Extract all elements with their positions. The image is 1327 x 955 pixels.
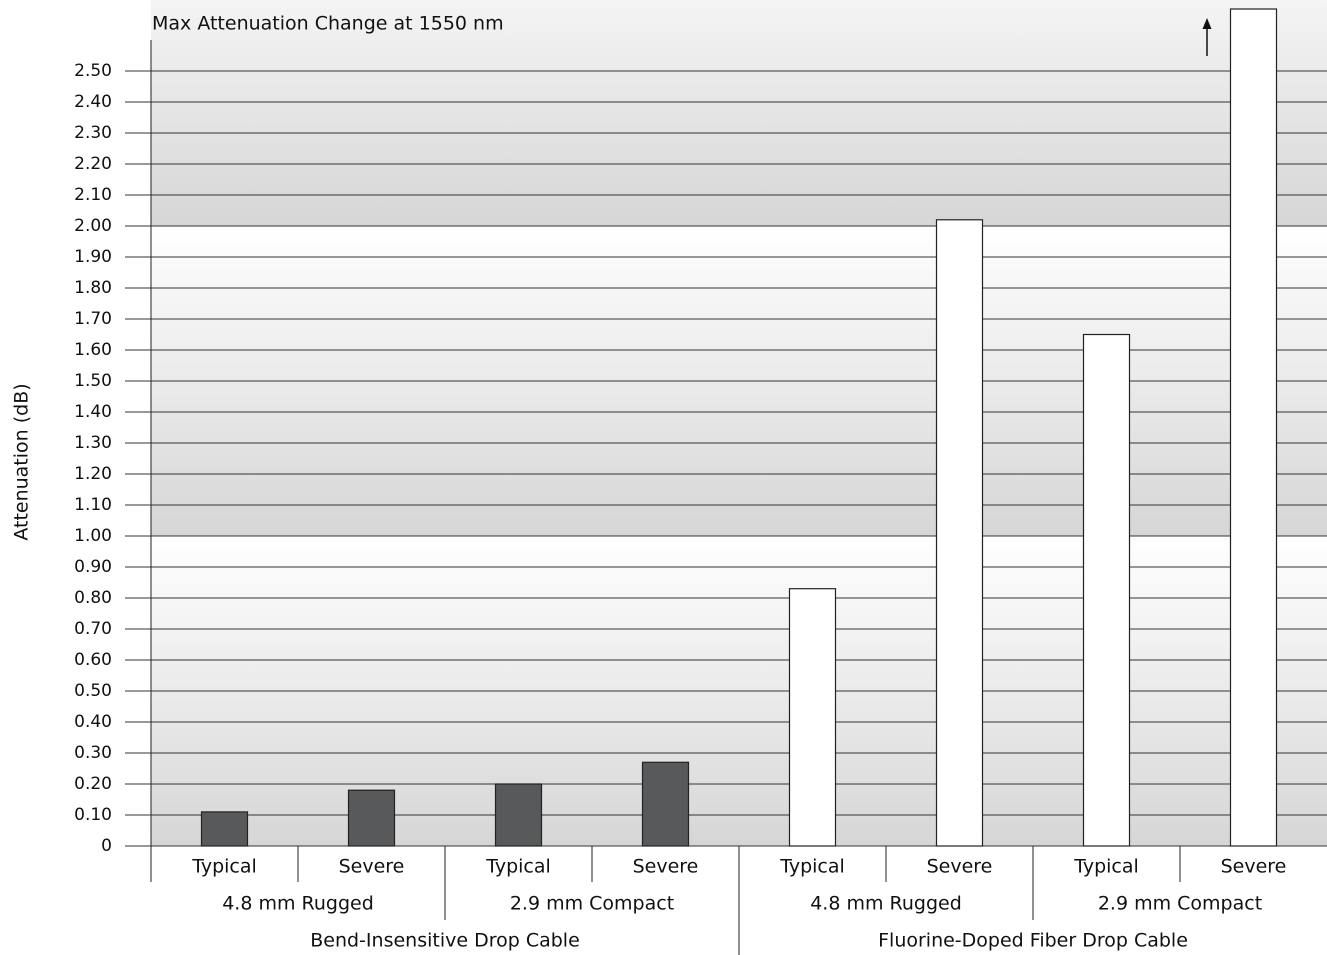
group-label: Bend-Insensitive Drop Cable <box>310 930 580 952</box>
x-tick-label: Typical <box>1073 856 1139 878</box>
bar <box>347 789 396 847</box>
y-tick-label: 1.80 <box>74 278 112 298</box>
background <box>151 0 1327 846</box>
y-tick-label: 1.40 <box>74 402 112 422</box>
y-tick-label: 0.80 <box>74 588 112 608</box>
y-tick-label: 2.20 <box>74 154 112 174</box>
subgroup-label: 4.8 mm Rugged <box>222 893 374 915</box>
bar <box>494 783 543 847</box>
y-tick-label: 0.70 <box>74 619 112 639</box>
subgroup-label: 4.8 mm Rugged <box>810 893 962 915</box>
y-tick-label: 1.00 <box>74 526 112 546</box>
y-tick-label: 1.10 <box>74 495 112 515</box>
bar <box>788 588 837 847</box>
y-tick-label: 2.40 <box>74 92 112 112</box>
y-tick-label: 0.20 <box>74 774 112 794</box>
y-tick-label: 0.30 <box>74 743 112 763</box>
bar <box>200 811 249 847</box>
x-tick-label: Severe <box>927 856 993 878</box>
x-tick-label: Severe <box>1221 856 1287 878</box>
y-tick-label: 2.30 <box>74 123 112 143</box>
y-tick-label: 2.10 <box>74 185 112 205</box>
y-tick-label: 0.10 <box>74 805 112 825</box>
chart-title: Max Attenuation Change at 1550 nm <box>152 13 504 35</box>
background-band <box>151 0 1327 226</box>
y-tick-label: 1.90 <box>74 247 112 267</box>
group-label: Fluorine-Doped Fiber Drop Cable <box>878 930 1188 952</box>
y-tick-label: 2.50 <box>74 61 112 81</box>
x-tick-label: Severe <box>633 856 699 878</box>
y-tick-label: 1.20 <box>74 464 112 484</box>
y-tick-label: 1.60 <box>74 340 112 360</box>
x-tick-label: Typical <box>779 856 845 878</box>
y-axis-label: Attenuation (dB) <box>11 383 33 540</box>
y-tick-label: 1.70 <box>74 309 112 329</box>
x-tick-label: Typical <box>191 856 257 878</box>
y-tick-label: 0.90 <box>74 557 112 577</box>
x-tick-label: Typical <box>485 856 551 878</box>
y-tick-label: 0.40 <box>74 712 112 732</box>
y-tick-label: 0.50 <box>74 681 112 701</box>
subgroup-label: 2.9 mm Compact <box>1098 893 1262 915</box>
y-tick-label: 0 <box>101 836 112 856</box>
subgroup-label: 2.9 mm Compact <box>510 893 674 915</box>
off-scale-arrow <box>1202 18 1212 56</box>
bar <box>641 761 690 847</box>
y-tick-label: 0.60 <box>74 650 112 670</box>
y-tick-label: 1.30 <box>74 433 112 453</box>
bars <box>200 8 1278 847</box>
bar <box>935 219 984 847</box>
y-tick-label: 2.00 <box>74 216 112 236</box>
y-tick-label: 1.50 <box>74 371 112 391</box>
x-tick-label: Severe <box>339 856 405 878</box>
bar <box>1082 333 1131 847</box>
bar <box>1229 8 1278 847</box>
